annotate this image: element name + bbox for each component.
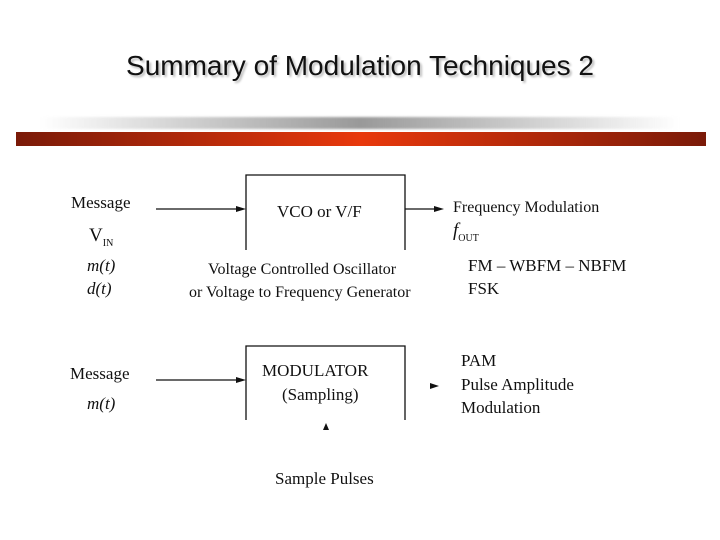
vco-block	[245, 174, 406, 250]
sample-pulse-arrowhead	[323, 423, 329, 430]
modulator-block-label: MODULATOR	[262, 361, 369, 380]
fsk-label: FSK	[468, 279, 500, 298]
vco-block-label: VCO or V/F	[277, 202, 362, 221]
pam-input-m: m(t)	[87, 394, 116, 413]
fm-input-m: m(t)	[87, 256, 116, 275]
decorative-grey-bar	[40, 117, 680, 129]
pam-input-label: Message	[70, 364, 130, 383]
fm-input-arrowhead	[236, 206, 246, 212]
decorative-red-bar	[16, 132, 706, 146]
pam-output-line-2: Pulse Amplitude	[461, 375, 574, 394]
slide-title: Summary of Modulation Techniques 2	[126, 50, 594, 81]
modulator-block	[245, 345, 406, 420]
vco-caption-1: Voltage Controlled Oscillator	[208, 261, 397, 278]
vin-subscript: IN	[102, 237, 114, 249]
fm-output-label: Frequency Modulation	[453, 199, 600, 216]
fm-types: FM – WBFM – NBFM	[468, 256, 627, 275]
pam-output-arrowhead	[430, 383, 439, 389]
fm-input-vin: VIN	[89, 225, 113, 249]
fm-input-d: d(t)	[87, 279, 112, 298]
vin-text: V	[89, 225, 103, 246]
fm-input-label: Message	[71, 193, 131, 212]
sample-pulses-label: Sample Pulses	[275, 469, 374, 488]
fm-output-f: fOUT	[453, 220, 479, 244]
f-text: f	[453, 220, 459, 241]
f-subscript: OUT	[458, 232, 479, 244]
modulator-block-sublabel: (Sampling)	[282, 385, 359, 404]
pam-output-abbrev: PAM	[461, 351, 497, 370]
vco-caption-2: or Voltage to Frequency Generator	[189, 284, 411, 301]
pam-output-line-3: Modulation	[461, 398, 541, 417]
pam-input-arrowhead	[236, 377, 246, 383]
fm-output-arrowhead	[434, 206, 444, 212]
